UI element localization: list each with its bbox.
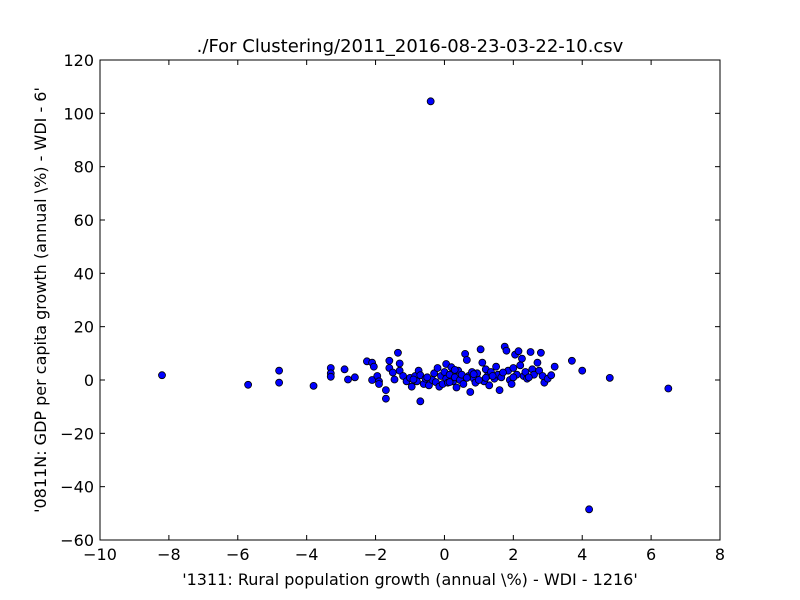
x-tick-label: 2 <box>508 545 518 564</box>
scatter-point <box>547 371 556 380</box>
y-tick-label: 80 <box>74 158 94 177</box>
scatter-point <box>395 366 404 375</box>
y-tick-label: 100 <box>63 104 94 123</box>
scatter-point <box>369 362 378 371</box>
scatter-point <box>536 348 545 357</box>
scatter-point <box>340 365 349 374</box>
scatter-point <box>326 372 335 381</box>
scatter-point <box>375 380 383 388</box>
scatter-point <box>466 388 475 396</box>
scatter-point <box>344 375 352 384</box>
x-tick-label: 8 <box>715 545 725 564</box>
scatter-point <box>567 356 576 365</box>
scatter-point <box>390 375 399 384</box>
y-tick-label: 20 <box>74 318 94 337</box>
scatter-point <box>388 368 397 377</box>
scatter-point <box>492 362 501 371</box>
x-tick-label: −8 <box>157 545 181 564</box>
scatter-point <box>445 378 454 387</box>
scatter-point <box>350 373 359 382</box>
scatter-point <box>469 370 478 379</box>
y-tick-label: 120 <box>63 51 94 70</box>
scatter-point <box>481 373 490 382</box>
scatter-point <box>509 364 518 372</box>
plot-frame <box>99 59 721 541</box>
scatter-point <box>476 345 485 354</box>
scatter-point <box>433 364 442 372</box>
x-tick-label: 0 <box>439 545 449 564</box>
x-tick-label: −4 <box>295 545 319 564</box>
x-tick-label: −6 <box>226 545 250 564</box>
scatter-point <box>478 358 487 367</box>
scatter-point <box>495 386 504 395</box>
y-tick-label: −20 <box>60 424 94 443</box>
scatter-point <box>550 362 559 371</box>
scatter-point <box>381 386 390 395</box>
x-axis-label: '1311: Rural population growth (annual \… <box>182 570 638 589</box>
scatter-point <box>275 366 284 375</box>
x-tick-label: 4 <box>577 545 587 564</box>
scatter-point <box>488 372 497 380</box>
scatter-point <box>425 381 433 390</box>
scatter-point <box>516 361 525 370</box>
scatter-point <box>605 373 614 382</box>
scatter-point <box>509 373 518 382</box>
scatter-point <box>395 359 404 368</box>
scatter-point <box>430 369 439 378</box>
scatter-point <box>462 356 471 364</box>
scatter-point <box>524 373 533 382</box>
scatter-point <box>158 371 166 380</box>
y-tick-label: 0 <box>84 371 94 390</box>
y-tick-label: 40 <box>74 264 94 283</box>
scatter-point <box>502 346 511 355</box>
scatter-point <box>309 381 318 390</box>
x-tick-label: −2 <box>364 545 388 564</box>
scatter-point <box>507 380 516 388</box>
x-tick-label: −10 <box>83 545 117 564</box>
scatter-point <box>585 505 594 514</box>
scatter-point <box>474 376 483 384</box>
y-tick-label: −40 <box>60 478 94 497</box>
scatter-point <box>452 383 461 392</box>
scatter-point <box>407 382 416 391</box>
scatter-point <box>578 366 587 375</box>
scatter-point <box>462 373 471 382</box>
scatter-point <box>664 384 673 393</box>
scatter-point <box>499 368 507 377</box>
scatter-point <box>533 358 542 367</box>
scatter-point <box>423 373 432 382</box>
y-tick-label: 60 <box>74 211 94 230</box>
scatter-point <box>416 397 425 406</box>
scatter-point <box>409 375 418 384</box>
scatter-point <box>450 365 459 374</box>
scatter-point <box>426 97 435 106</box>
scatter-point <box>535 366 544 375</box>
scatter-point <box>244 380 253 389</box>
scatter-point <box>381 394 390 403</box>
y-axis-label: '0811N: GDP per capita growth (annual \%… <box>31 87 50 513</box>
points-layer <box>158 97 673 514</box>
scatter-point <box>514 347 523 356</box>
chart-title: ./For Clustering/2011_2016-08-23-03-22-1… <box>197 36 624 57</box>
scatter-point <box>275 378 284 387</box>
scatter-point <box>394 348 402 357</box>
scatter-point <box>385 356 394 365</box>
scatter-point <box>485 381 494 390</box>
scatter-point <box>526 348 535 356</box>
y-tick-label: −60 <box>60 531 94 550</box>
plot-area <box>100 60 720 540</box>
scatter-point <box>518 354 526 363</box>
x-tick-label: 6 <box>646 545 656 564</box>
scatter-point <box>459 380 468 388</box>
